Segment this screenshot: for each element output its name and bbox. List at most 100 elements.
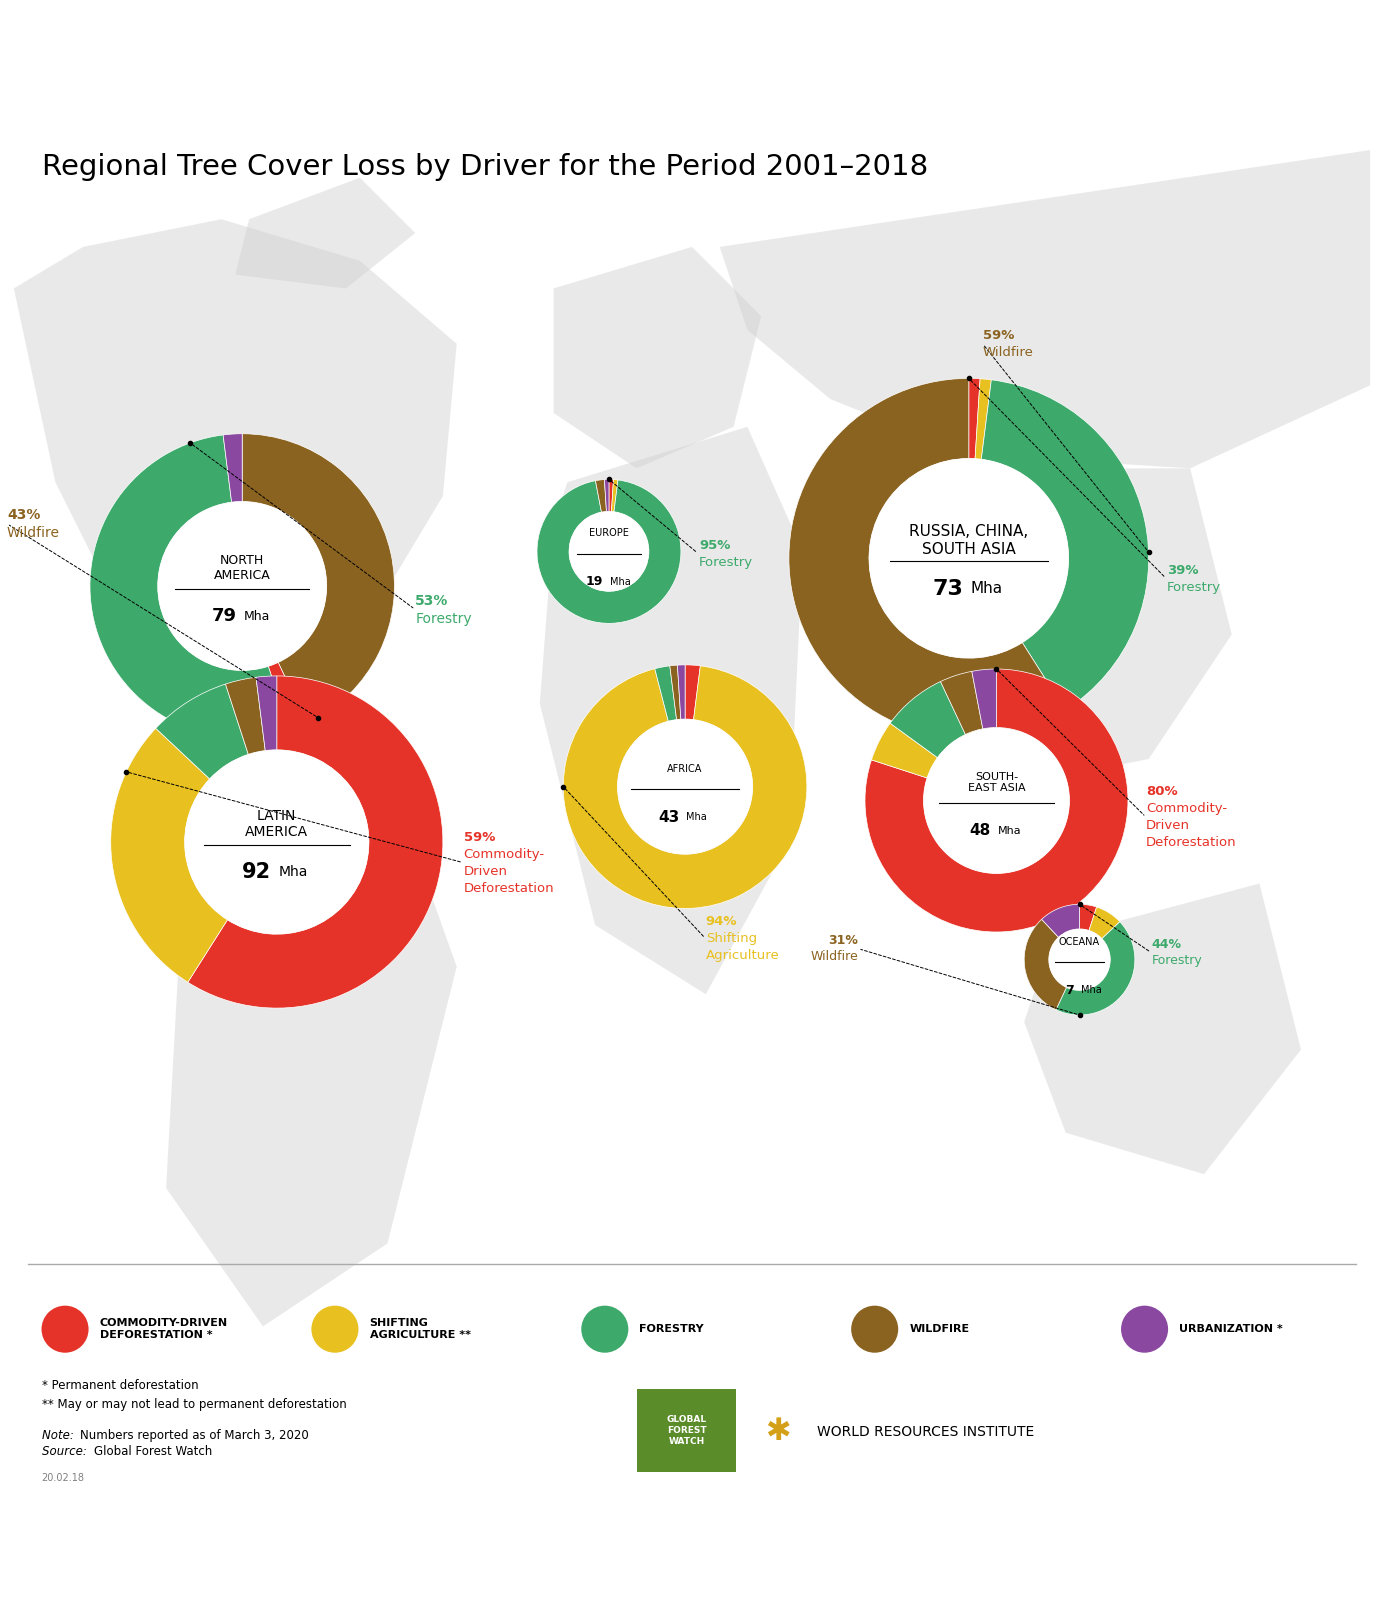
Text: 43%: 43% [7,508,40,522]
Text: Deforestation: Deforestation [1146,836,1236,849]
Polygon shape [166,773,457,1326]
Wedge shape [595,480,606,512]
Text: Deforestation: Deforestation [464,882,554,895]
Wedge shape [872,724,937,778]
Text: Wildfire: Wildfire [983,346,1034,359]
Text: 80%: 80% [1146,784,1178,797]
Circle shape [869,458,1068,658]
Text: 59%: 59% [464,831,495,844]
Wedge shape [188,676,443,1009]
Text: RUSSIA, CHINA,
SOUTH ASIA: RUSSIA, CHINA, SOUTH ASIA [909,524,1028,557]
Wedge shape [969,378,980,458]
Text: 92: 92 [242,863,271,882]
Circle shape [851,1306,898,1353]
Polygon shape [540,427,803,994]
Text: SOUTH-
EAST ASIA: SOUTH- EAST ASIA [967,772,1026,794]
Text: Wildfire: Wildfire [810,949,858,964]
Wedge shape [90,435,289,738]
Circle shape [923,727,1070,874]
Text: 39%: 39% [1167,564,1199,576]
Wedge shape [226,677,266,754]
Wedge shape [685,664,700,719]
Text: WILDFIRE: WILDFIRE [909,1324,969,1334]
Text: URBANIZATION *: URBANIZATION * [1179,1324,1283,1334]
Circle shape [184,749,370,935]
Text: 95%: 95% [699,540,731,552]
Circle shape [311,1306,358,1353]
Circle shape [1049,929,1110,991]
Text: Mha: Mha [610,576,631,588]
Text: 79: 79 [212,607,237,626]
Text: WORLD RESOURCES INSTITUTE: WORLD RESOURCES INSTITUTE [817,1425,1034,1439]
Wedge shape [537,480,681,623]
Text: Source:: Source: [42,1446,90,1459]
Polygon shape [1024,884,1301,1174]
Text: Mha: Mha [686,812,707,821]
Text: Forestry: Forestry [1151,954,1203,967]
Circle shape [1121,1306,1168,1353]
Text: 20.02.18: 20.02.18 [42,1473,84,1483]
Circle shape [158,501,327,671]
Wedge shape [789,378,1066,738]
Text: COMMODITY-DRIVEN
DEFORESTATION *: COMMODITY-DRIVEN DEFORESTATION * [100,1318,228,1340]
Polygon shape [720,150,1370,469]
Text: ** May or may not lead to permanent deforestation: ** May or may not lead to permanent defo… [42,1398,346,1412]
Wedge shape [1080,905,1096,930]
Wedge shape [268,663,307,730]
Text: EUROPE: EUROPE [590,528,628,538]
Text: Commodity-: Commodity- [464,849,545,861]
Circle shape [617,719,753,855]
Text: 19: 19 [585,575,603,588]
Text: 48: 48 [970,823,991,839]
Text: Wildfire: Wildfire [7,525,60,540]
Text: 44%: 44% [1151,938,1182,951]
Wedge shape [981,379,1149,711]
Text: Mha: Mha [244,610,270,623]
Text: Regional Tree Cover Loss by Driver for the Period 2001–2018: Regional Tree Cover Loss by Driver for t… [42,152,927,181]
Polygon shape [14,219,457,703]
Text: Numbers reported as of March 3, 2020: Numbers reported as of March 3, 2020 [80,1428,309,1443]
Text: Mha: Mha [1081,985,1102,996]
Polygon shape [554,247,761,469]
Wedge shape [1089,908,1120,938]
Text: Mha: Mha [278,866,307,879]
Text: Forestry: Forestry [699,556,753,570]
Text: Note:: Note: [42,1428,78,1443]
Wedge shape [1056,922,1135,1015]
Text: Commodity-: Commodity- [1146,802,1228,815]
Text: AFRICA: AFRICA [667,764,703,773]
Circle shape [581,1306,628,1353]
Wedge shape [655,666,677,720]
Polygon shape [858,469,1232,786]
Text: Driven: Driven [464,865,508,877]
Polygon shape [235,178,415,288]
Text: 73: 73 [933,578,963,599]
Wedge shape [242,434,394,724]
Text: Driven: Driven [1146,820,1190,833]
Wedge shape [972,669,996,728]
Text: Agriculture: Agriculture [706,949,779,962]
Circle shape [569,511,649,591]
Text: 94%: 94% [706,916,738,929]
Wedge shape [976,379,991,459]
Text: * Permanent deforestation: * Permanent deforestation [42,1378,198,1391]
Text: ✱: ✱ [765,1417,790,1446]
Text: GLOBAL
FOREST
WATCH: GLOBAL FOREST WATCH [667,1415,706,1446]
Wedge shape [605,479,609,511]
Text: 43: 43 [659,810,680,825]
Wedge shape [256,676,277,751]
Text: LATIN
AMERICA: LATIN AMERICA [245,809,309,839]
Text: SHIFTING
AGRICULTURE **: SHIFTING AGRICULTURE ** [370,1318,471,1340]
Text: OCEANA: OCEANA [1059,937,1100,946]
Wedge shape [890,682,966,757]
Text: NORTH
AMERICA: NORTH AMERICA [213,554,271,583]
Text: FORESTRY: FORESTRY [639,1324,704,1334]
Wedge shape [563,666,807,908]
Text: Mha: Mha [970,581,1002,596]
Wedge shape [1024,919,1067,1010]
Text: 53%: 53% [415,594,448,607]
Wedge shape [156,684,248,780]
Wedge shape [941,671,983,735]
FancyBboxPatch shape [637,1388,736,1471]
Wedge shape [677,664,685,719]
